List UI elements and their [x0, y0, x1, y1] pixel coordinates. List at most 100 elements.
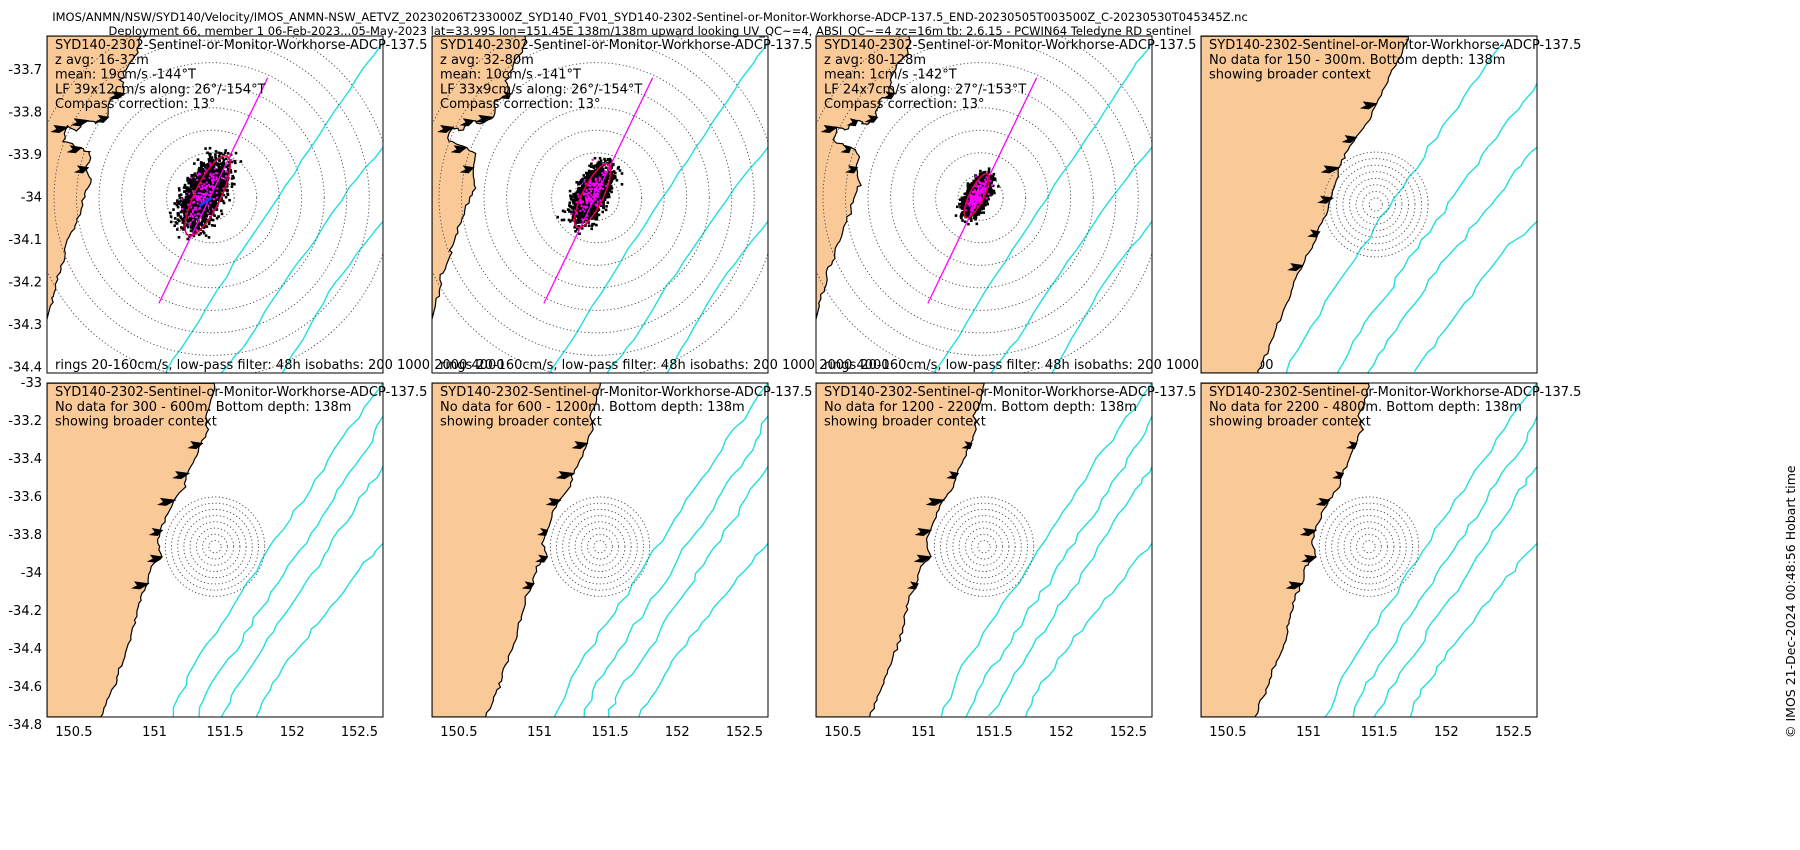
speed-ring — [587, 533, 613, 560]
coastline-detail — [1299, 527, 1318, 536]
x-tick-label: 152 — [280, 725, 305, 740]
speed-ring — [1318, 496, 1420, 597]
x-tick-label: 151.5 — [975, 725, 1012, 740]
panel-footer: rings 20-160cm/s, low-pass filter: 48h i… — [824, 358, 1274, 373]
speed-ring — [890, 107, 1072, 289]
speed-ring — [1325, 502, 1413, 591]
coastline-detail — [946, 471, 960, 480]
coastline-detail — [1320, 165, 1341, 174]
coastline-detail — [1285, 581, 1304, 590]
speed-ring — [574, 521, 626, 573]
panel-annotation: SYD140-2302-Sentinel-or-Monitor-Workhors… — [1209, 385, 1581, 400]
speed-ring — [506, 107, 688, 289]
y-tick-label: -33.4 — [8, 452, 42, 467]
panel-annotation: SYD140-2302-Sentinel-or-Monitor-Workhors… — [824, 385, 1196, 400]
speed-ring — [195, 527, 235, 566]
coastline-detail — [913, 554, 933, 563]
isobath-line — [198, 416, 383, 717]
speed-ring — [53, 39, 370, 356]
coastline-detail — [156, 497, 177, 506]
map-panel-2: SYD140-2302-Sentinel-or-Monitor-Workhors… — [431, 35, 890, 374]
panel-annotation: No data for 300 - 600m. Bottom depth: 13… — [55, 400, 351, 415]
isobath-line — [1324, 383, 1537, 717]
speed-ring — [1356, 533, 1382, 560]
map-panel-4: SYD140-2302-Sentinel-or-Monitor-Workhors… — [1200, 35, 1581, 374]
speed-ring — [549, 496, 651, 597]
isobath-line — [988, 466, 1152, 717]
speed-ring — [958, 521, 1010, 573]
x-tick-label: 151.5 — [1360, 725, 1397, 740]
y-tick-label: -34.8 — [8, 718, 42, 733]
isobath-line — [1373, 466, 1537, 717]
isobath-line — [1051, 220, 1152, 373]
speed-ring — [171, 502, 259, 591]
y-tick-label: -33.2 — [8, 414, 42, 429]
speed-ring — [551, 152, 643, 244]
speed-ring — [202, 533, 228, 560]
isobath-line — [940, 383, 1152, 717]
panel-annotation: showing broader context — [824, 415, 986, 430]
x-tick-label: 151 — [1296, 725, 1321, 740]
x-tick-label: 152.5 — [1110, 725, 1147, 740]
axes-frame — [431, 382, 769, 718]
isobath-line — [1352, 416, 1537, 717]
coastline-detail — [914, 527, 933, 536]
coastline-detail — [571, 441, 589, 450]
speed-ring — [208, 540, 222, 554]
speed-ring — [1343, 521, 1395, 573]
panel-annotation: z avg: 80-128m — [824, 53, 926, 68]
coastline-detail — [820, 124, 839, 133]
panel-annotation: showing broader context — [1209, 415, 1371, 430]
figure-title-line2: Deployment 66, member 1 06-Feb-2023...05… — [108, 24, 1192, 38]
speed-ring — [438, 39, 755, 356]
panel-footer: rings 20-160cm/s, low-pass filter: 48h i… — [55, 358, 505, 373]
principal-axis-line — [158, 77, 269, 304]
axes-frame — [815, 382, 1153, 718]
coastline-detail — [459, 165, 475, 174]
speed-ring — [177, 508, 253, 585]
y-tick-label: -34.1 — [8, 233, 42, 248]
isobath-line — [666, 220, 768, 373]
speed-ring — [1329, 158, 1423, 251]
land-area — [432, 383, 602, 717]
variance-ellipse — [963, 172, 990, 219]
speed-ring — [1349, 177, 1403, 232]
isobath-line — [281, 220, 383, 373]
speed-ring — [964, 527, 1004, 566]
panel-annotation: No data for 2200 - 4800m. Bottom depth: … — [1209, 400, 1522, 415]
speed-ring — [1355, 184, 1396, 225]
panel-annotation: z avg: 32-80m — [440, 53, 534, 68]
land-area — [1201, 383, 1370, 717]
panel-annotation: showing broader context — [440, 415, 602, 430]
isobath-line — [1285, 42, 1504, 373]
panel-annotation: SYD140-2302-Sentinel-or-Monitor-Workhors… — [440, 38, 812, 53]
panel-annotation: No data for 150 - 300m. Bottom depth: 13… — [1209, 53, 1505, 68]
x-tick-label: 150.5 — [55, 725, 92, 740]
speed-ring — [845, 62, 1117, 334]
speed-ring — [166, 152, 258, 244]
x-tick-label: 152 — [665, 725, 690, 740]
coastline-detail — [961, 441, 973, 450]
x-tick-label: 150.5 — [1209, 725, 1246, 740]
coastline-detail — [475, 114, 495, 123]
axes-frame — [431, 35, 769, 374]
speed-ring — [461, 62, 733, 334]
speed-ring — [867, 84, 1094, 311]
speed-ring — [1335, 164, 1416, 245]
speed-ring — [1322, 151, 1429, 258]
speed-ring — [822, 39, 1139, 356]
coastline-detail — [882, 91, 896, 100]
y-tick-label: -33.8 — [8, 106, 42, 121]
x-tick-label: 151.5 — [206, 725, 243, 740]
speed-ring — [1331, 508, 1407, 585]
isobath-line — [220, 466, 383, 717]
coastline-detail — [1287, 263, 1304, 272]
speed-ring — [1362, 190, 1390, 219]
speed-ring — [1342, 171, 1409, 238]
variance-ellipse — [573, 162, 612, 229]
isobath-line — [548, 42, 768, 373]
speed-ring — [121, 107, 303, 289]
coastline-detail — [1341, 135, 1358, 144]
speed-ring — [1349, 527, 1389, 566]
